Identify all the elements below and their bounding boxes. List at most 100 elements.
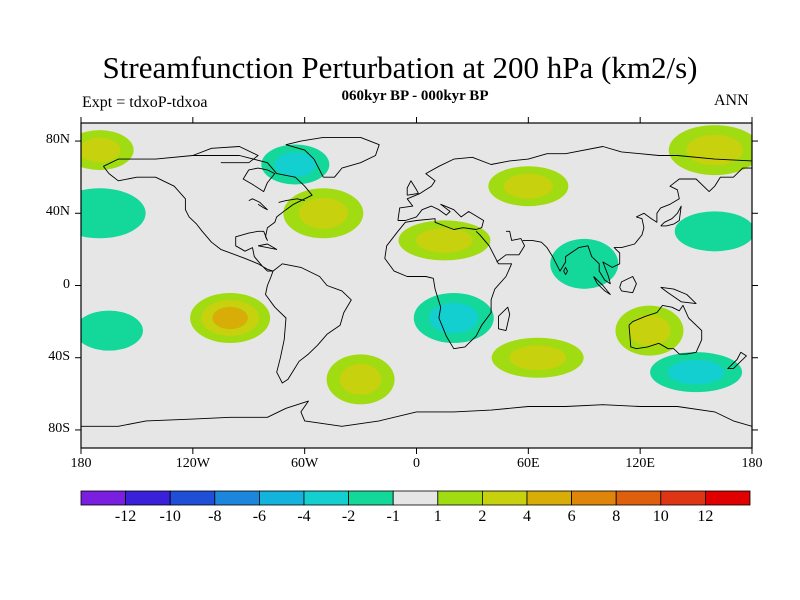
anomaly-cell — [413, 293, 494, 343]
anomaly-cell — [81, 188, 146, 239]
colorbar-label: 1 — [433, 508, 442, 525]
contour-band — [550, 238, 619, 289]
coastlines — [81, 136, 752, 427]
coastline — [258, 243, 278, 250]
anomaly-cell — [81, 130, 134, 171]
colorbar-swatch — [526, 490, 572, 506]
anomaly-cell — [190, 293, 271, 343]
contour-field — [81, 125, 752, 405]
coastline — [278, 198, 305, 203]
contour-band — [509, 345, 566, 371]
coastline — [81, 400, 752, 427]
coastline — [397, 146, 752, 221]
coastline — [384, 203, 513, 350]
contour-band — [81, 137, 121, 163]
anomaly-cell — [81, 310, 143, 351]
colorbar-swatch — [303, 490, 349, 506]
lat-label: 40S — [48, 348, 70, 364]
coastline — [498, 306, 511, 332]
colorbar-label: -12 — [114, 508, 137, 525]
colorbar-swatch — [348, 490, 394, 506]
coastline — [660, 286, 697, 305]
lon-label: 120E — [625, 456, 655, 471]
colorbar-label: -4 — [297, 508, 311, 525]
lat-label: 40N — [45, 204, 70, 220]
colorbar-swatch — [258, 490, 305, 506]
map-title: Streamfunction Perturbation at 200 hPa (… — [102, 50, 698, 85]
colorbar-label: -8 — [208, 508, 222, 525]
coastline — [103, 155, 313, 272]
colorbar-label: 8 — [612, 508, 621, 525]
colorbar-swatch — [437, 490, 483, 506]
contour-band — [339, 364, 382, 395]
map-background — [81, 123, 752, 448]
season-label: ANN — [714, 92, 749, 109]
coastline — [285, 136, 380, 178]
experiment-label: Expt = tdxoP-tdxoa — [82, 94, 208, 111]
colorbar-swatch — [214, 490, 260, 506]
colorbar-swatch — [660, 490, 706, 506]
lon-label: 60E — [517, 456, 540, 471]
coastline — [727, 351, 747, 370]
colorbar-label: 2 — [478, 508, 487, 525]
anomaly-cell — [283, 188, 364, 239]
colorbar-label: -10 — [159, 508, 181, 525]
colorbar — [80, 490, 751, 506]
lat-label: 80S — [48, 420, 70, 436]
contour-band — [674, 211, 752, 252]
colorbar-label: -2 — [341, 508, 356, 525]
coastline — [628, 304, 703, 355]
contour-band — [298, 197, 348, 229]
coastline — [660, 205, 682, 227]
contour-band — [429, 302, 479, 334]
coastline — [522, 167, 752, 285]
contour-band — [81, 188, 146, 239]
coastline — [242, 167, 276, 193]
axis-ticks — [75, 117, 758, 454]
lon-label: 120W — [175, 456, 210, 471]
coastline — [406, 180, 419, 196]
colorbar-swatch — [392, 490, 439, 506]
lon-label: 0 — [413, 456, 420, 471]
coastline — [265, 263, 352, 384]
contour-band — [686, 134, 744, 166]
contour-band — [628, 315, 671, 347]
contour-band — [503, 173, 553, 199]
colorbar-swatch — [571, 490, 617, 506]
anomaly-cell — [674, 211, 752, 252]
colorbar-label: 10 — [652, 508, 669, 525]
map-subtitle: 060kyr BP - 000kyr BP — [341, 88, 489, 104]
colorbar-swatch — [481, 490, 528, 506]
lon-label: 180 — [70, 456, 92, 471]
coastline — [619, 276, 637, 294]
coastline — [563, 266, 568, 275]
colorbar-swatch — [125, 490, 171, 506]
colorbar-swatch — [705, 490, 751, 506]
colorbar-label: -6 — [252, 508, 267, 525]
coastline — [192, 146, 259, 164]
anomaly-cell — [668, 125, 752, 176]
contour-band — [81, 310, 143, 351]
anomaly-cell — [398, 220, 491, 261]
anomaly-cell — [615, 305, 684, 356]
contour-band — [212, 306, 248, 330]
colorbar-swatch — [169, 490, 216, 506]
contour-band — [416, 228, 473, 253]
coastline — [496, 230, 526, 263]
coastline — [593, 276, 611, 295]
colorbar-label: 4 — [523, 508, 531, 525]
anomaly-cell — [550, 238, 619, 289]
lat-label: 0 — [63, 276, 70, 292]
contour-band — [274, 152, 317, 177]
colorbar-label: -1 — [386, 508, 400, 525]
colorbar-swatch — [615, 490, 662, 506]
anomaly-cell — [491, 337, 584, 378]
anomaly-cell — [650, 352, 743, 393]
anomaly-cell — [326, 354, 395, 405]
anomaly-cell — [488, 166, 569, 207]
coastline — [248, 198, 268, 211]
lat-label: 80N — [45, 132, 70, 148]
colorbar-swatch — [80, 490, 126, 506]
contour-band — [667, 359, 725, 385]
